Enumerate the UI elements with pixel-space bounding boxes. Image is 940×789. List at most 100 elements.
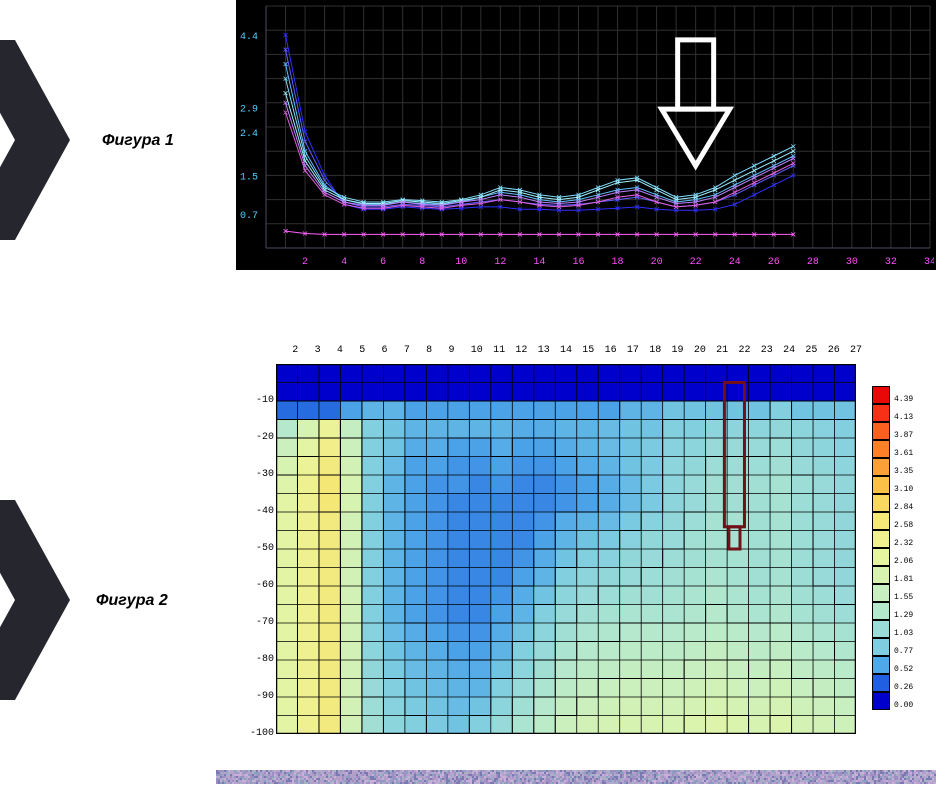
xtick-label: 7 — [404, 346, 410, 356]
chevron-decoration-2 — [0, 500, 70, 700]
legend-swatch — [872, 458, 890, 476]
svg-text:8: 8 — [419, 257, 425, 268]
colorbar-legend: 4.39 4.13 3.87 3.61 3.35 3.10 2.84 2.58 2.32 2.06… — [872, 386, 932, 726]
legend-swatch — [872, 638, 890, 656]
xtick-label: 13 — [538, 346, 550, 356]
xtick-label: 20 — [694, 346, 706, 356]
legend-label: 2.06 — [894, 557, 913, 566]
xtick-label: 12 — [515, 346, 527, 356]
ytick-label: -30 — [244, 470, 274, 480]
legend-swatch — [872, 530, 890, 548]
xtick-label: 19 — [672, 346, 684, 356]
legend-swatch — [872, 422, 890, 440]
ytick-label: -50 — [244, 544, 274, 554]
legend-label: 1.81 — [894, 575, 913, 584]
xtick-label: 16 — [605, 346, 617, 356]
xtick-label: 2 — [292, 346, 298, 356]
legend-label: 3.35 — [894, 467, 913, 476]
chart-1-line-plot: 2468101214161820222426283032340.71.52.42… — [236, 0, 936, 270]
xtick-label: 15 — [582, 346, 594, 356]
xtick-label: 9 — [448, 346, 454, 356]
svg-text:4: 4 — [341, 257, 347, 268]
svg-text:0.7: 0.7 — [240, 211, 258, 222]
legend-label: 1.29 — [894, 611, 913, 620]
footer-noise-bar — [216, 770, 936, 784]
xtick-label: 10 — [471, 346, 483, 356]
xtick-label: 6 — [382, 346, 388, 356]
ytick-label: -40 — [244, 507, 274, 517]
legend-swatch — [872, 620, 890, 638]
legend-label: 3.87 — [894, 431, 913, 440]
ytick-label: -100 — [244, 729, 274, 739]
xtick-label: 8 — [426, 346, 432, 356]
svg-text:30: 30 — [846, 257, 858, 268]
legend-label: 2.32 — [894, 539, 913, 548]
legend-swatch — [872, 602, 890, 620]
svg-text:2: 2 — [302, 257, 308, 268]
xtick-label: 14 — [560, 346, 572, 356]
xtick-label: 22 — [738, 346, 750, 356]
ytick-label: -20 — [244, 433, 274, 443]
ytick-label: -80 — [244, 655, 274, 665]
legend-swatch — [872, 674, 890, 692]
ytick-label: -90 — [244, 692, 274, 702]
legend-label: 3.10 — [894, 485, 913, 494]
legend-swatch — [872, 440, 890, 458]
legend-label: 0.77 — [894, 647, 913, 656]
figure-1-caption: Фигура 1 — [102, 132, 174, 150]
svg-text:2.9: 2.9 — [240, 105, 258, 116]
ytick-label: -10 — [244, 396, 274, 406]
legend-swatch — [872, 386, 890, 404]
xtick-label: 5 — [359, 346, 365, 356]
xtick-label: 27 — [850, 346, 862, 356]
legend-swatch — [872, 584, 890, 602]
svg-text:12: 12 — [494, 257, 506, 268]
xtick-label: 11 — [493, 346, 505, 356]
svg-text:34: 34 — [924, 257, 934, 268]
svg-text:2.4: 2.4 — [240, 129, 258, 140]
xtick-label: 3 — [315, 346, 321, 356]
legend-swatch — [872, 656, 890, 674]
svg-text:14: 14 — [533, 257, 545, 268]
svg-text:16: 16 — [572, 257, 584, 268]
svg-text:4.4: 4.4 — [240, 32, 258, 43]
legend-label: 3.61 — [894, 449, 913, 458]
xtick-label: 26 — [828, 346, 840, 356]
svg-text:26: 26 — [768, 257, 780, 268]
legend-label: 1.03 — [894, 629, 913, 638]
xtick-label: 4 — [337, 346, 343, 356]
legend-label: 2.58 — [894, 521, 913, 530]
xtick-label: 24 — [783, 346, 795, 356]
legend-label: 0.26 — [894, 683, 913, 692]
legend-label: 4.13 — [894, 413, 913, 422]
svg-text:22: 22 — [690, 257, 702, 268]
xtick-label: 17 — [627, 346, 639, 356]
legend-label: 2.84 — [894, 503, 913, 512]
legend-swatch — [872, 494, 890, 512]
xtick-label: 25 — [805, 346, 817, 356]
xtick-label: 21 — [716, 346, 728, 356]
xtick-label: 23 — [761, 346, 773, 356]
legend-swatch — [872, 476, 890, 494]
svg-text:18: 18 — [612, 257, 624, 268]
svg-text:10: 10 — [455, 257, 467, 268]
svg-text:24: 24 — [729, 257, 741, 268]
legend-swatch — [872, 512, 890, 530]
svg-text:28: 28 — [807, 257, 819, 268]
legend-swatch — [872, 692, 890, 710]
legend-label: 1.55 — [894, 593, 913, 602]
chevron-decoration-1 — [0, 40, 70, 240]
legend-label: 0.00 — [894, 701, 913, 710]
chart-2-heatmap: 2345678910111213141516171819202122232425… — [236, 346, 936, 746]
ytick-label: -60 — [244, 581, 274, 591]
legend-label: 4.39 — [894, 395, 913, 404]
svg-text:32: 32 — [885, 257, 897, 268]
legend-swatch — [872, 566, 890, 584]
svg-text:20: 20 — [651, 257, 663, 268]
ytick-label: -70 — [244, 618, 274, 628]
legend-label: 0.52 — [894, 665, 913, 674]
legend-swatch — [872, 404, 890, 422]
svg-text:6: 6 — [380, 257, 386, 268]
legend-swatch — [872, 548, 890, 566]
figure-2-caption: Фигура 2 — [96, 592, 168, 610]
